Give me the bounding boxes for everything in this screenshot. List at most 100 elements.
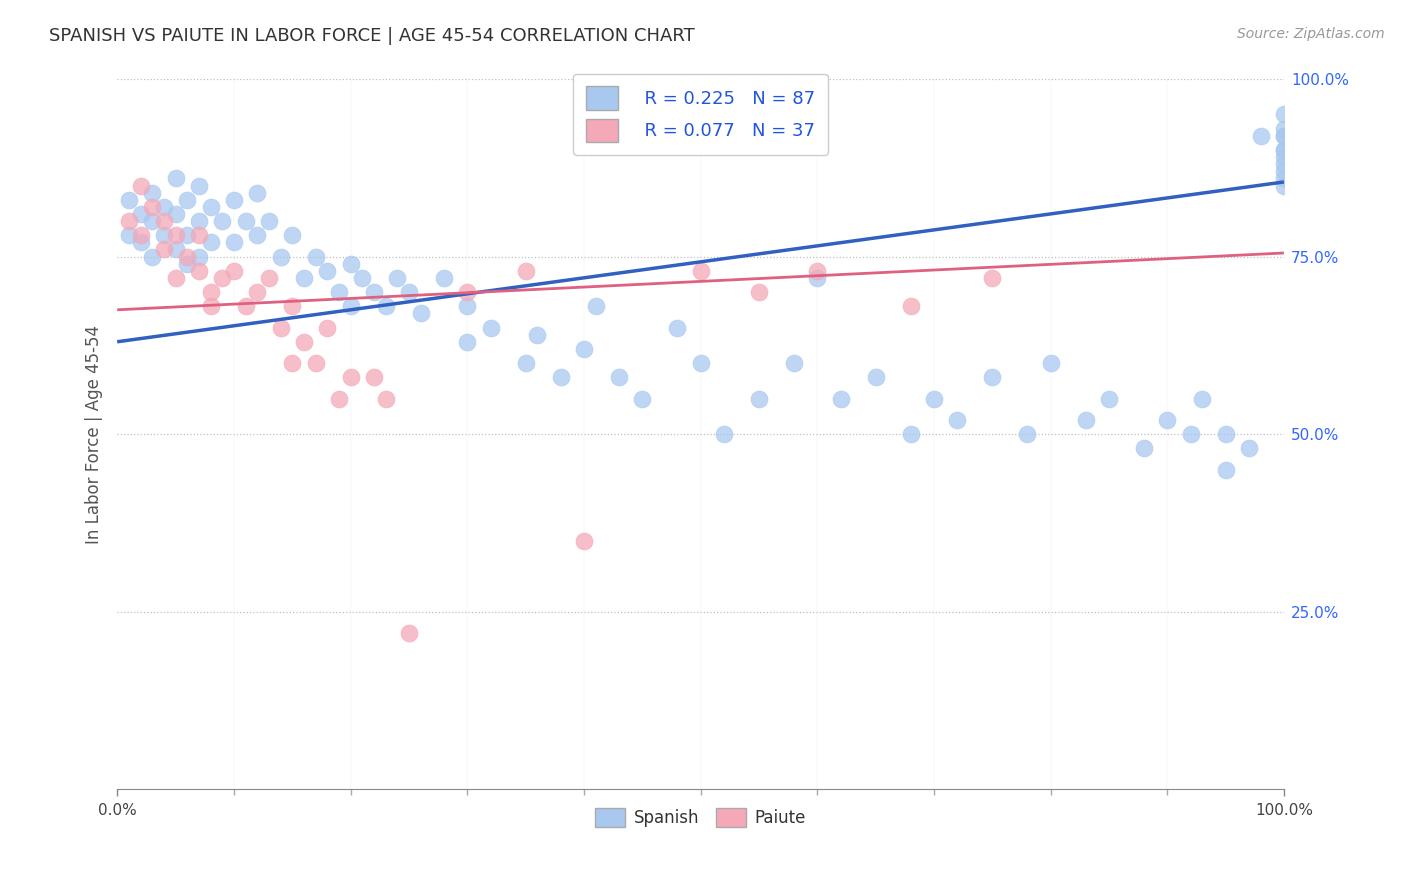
- Point: [398, 626, 420, 640]
- Point: [200, 200, 222, 214]
- Y-axis label: In Labor Force | Age 45-54: In Labor Force | Age 45-54: [86, 325, 103, 543]
- Point: [222, 235, 245, 250]
- Point: [118, 228, 141, 243]
- Point: [129, 235, 152, 250]
- Point: [141, 214, 163, 228]
- Point: [1017, 427, 1039, 442]
- Point: [246, 186, 269, 200]
- Point: [363, 285, 385, 299]
- Point: [339, 370, 361, 384]
- Point: [456, 285, 478, 299]
- Point: [1237, 442, 1260, 456]
- Point: [456, 299, 478, 313]
- Point: [1272, 171, 1295, 186]
- Point: [257, 270, 280, 285]
- Point: [222, 193, 245, 207]
- Point: [200, 299, 222, 313]
- Text: SPANISH VS PAIUTE IN LABOR FORCE | AGE 45-54 CORRELATION CHART: SPANISH VS PAIUTE IN LABOR FORCE | AGE 4…: [49, 27, 695, 45]
- Point: [187, 214, 209, 228]
- Point: [398, 285, 420, 299]
- Point: [1272, 143, 1295, 157]
- Point: [281, 228, 304, 243]
- Point: [200, 285, 222, 299]
- Point: [515, 264, 537, 278]
- Point: [165, 270, 187, 285]
- Point: [456, 334, 478, 349]
- Point: [865, 370, 887, 384]
- Point: [328, 392, 350, 406]
- Point: [607, 370, 630, 384]
- Point: [1039, 356, 1062, 370]
- Point: [153, 243, 176, 257]
- Text: Source: ZipAtlas.com: Source: ZipAtlas.com: [1237, 27, 1385, 41]
- Point: [713, 427, 735, 442]
- Point: [141, 186, 163, 200]
- Point: [270, 320, 292, 334]
- Point: [176, 250, 198, 264]
- Point: [922, 392, 945, 406]
- Point: [1272, 128, 1295, 143]
- Point: [526, 327, 548, 342]
- Point: [339, 257, 361, 271]
- Point: [153, 200, 176, 214]
- Point: [689, 264, 711, 278]
- Point: [1250, 128, 1272, 143]
- Point: [1272, 107, 1295, 121]
- Point: [806, 270, 828, 285]
- Point: [235, 214, 257, 228]
- Point: [270, 250, 292, 264]
- Point: [409, 306, 432, 320]
- Point: [1272, 157, 1295, 171]
- Point: [165, 207, 187, 221]
- Point: [304, 250, 326, 264]
- Point: [129, 178, 152, 193]
- Point: [1215, 462, 1237, 476]
- Point: [1272, 121, 1295, 136]
- Point: [515, 356, 537, 370]
- Point: [176, 193, 198, 207]
- Point: [339, 299, 361, 313]
- Point: [246, 285, 269, 299]
- Point: [281, 299, 304, 313]
- Point: [981, 270, 1004, 285]
- Point: [200, 235, 222, 250]
- Point: [1133, 442, 1156, 456]
- Point: [981, 370, 1004, 384]
- Point: [153, 228, 176, 243]
- Point: [585, 299, 607, 313]
- Point: [1215, 427, 1237, 442]
- Point: [433, 270, 456, 285]
- Point: [352, 270, 374, 285]
- Point: [1272, 128, 1295, 143]
- Point: [141, 250, 163, 264]
- Point: [689, 356, 711, 370]
- Point: [187, 178, 209, 193]
- Point: [222, 264, 245, 278]
- Point: [292, 334, 315, 349]
- Point: [1272, 164, 1295, 178]
- Point: [129, 228, 152, 243]
- Point: [304, 356, 326, 370]
- Point: [550, 370, 572, 384]
- Point: [257, 214, 280, 228]
- Point: [165, 228, 187, 243]
- Point: [129, 207, 152, 221]
- Point: [374, 299, 396, 313]
- Point: [385, 270, 408, 285]
- Point: [165, 243, 187, 257]
- Point: [748, 392, 770, 406]
- Point: [946, 413, 969, 427]
- Point: [748, 285, 770, 299]
- Point: [292, 270, 315, 285]
- Point: [479, 320, 502, 334]
- Point: [1272, 150, 1295, 164]
- Legend: Spanish, Paiute: Spanish, Paiute: [589, 802, 813, 834]
- Point: [1272, 143, 1295, 157]
- Point: [187, 264, 209, 278]
- Point: [141, 200, 163, 214]
- Point: [806, 264, 828, 278]
- Point: [572, 342, 595, 356]
- Point: [246, 228, 269, 243]
- Point: [1191, 392, 1213, 406]
- Point: [830, 392, 852, 406]
